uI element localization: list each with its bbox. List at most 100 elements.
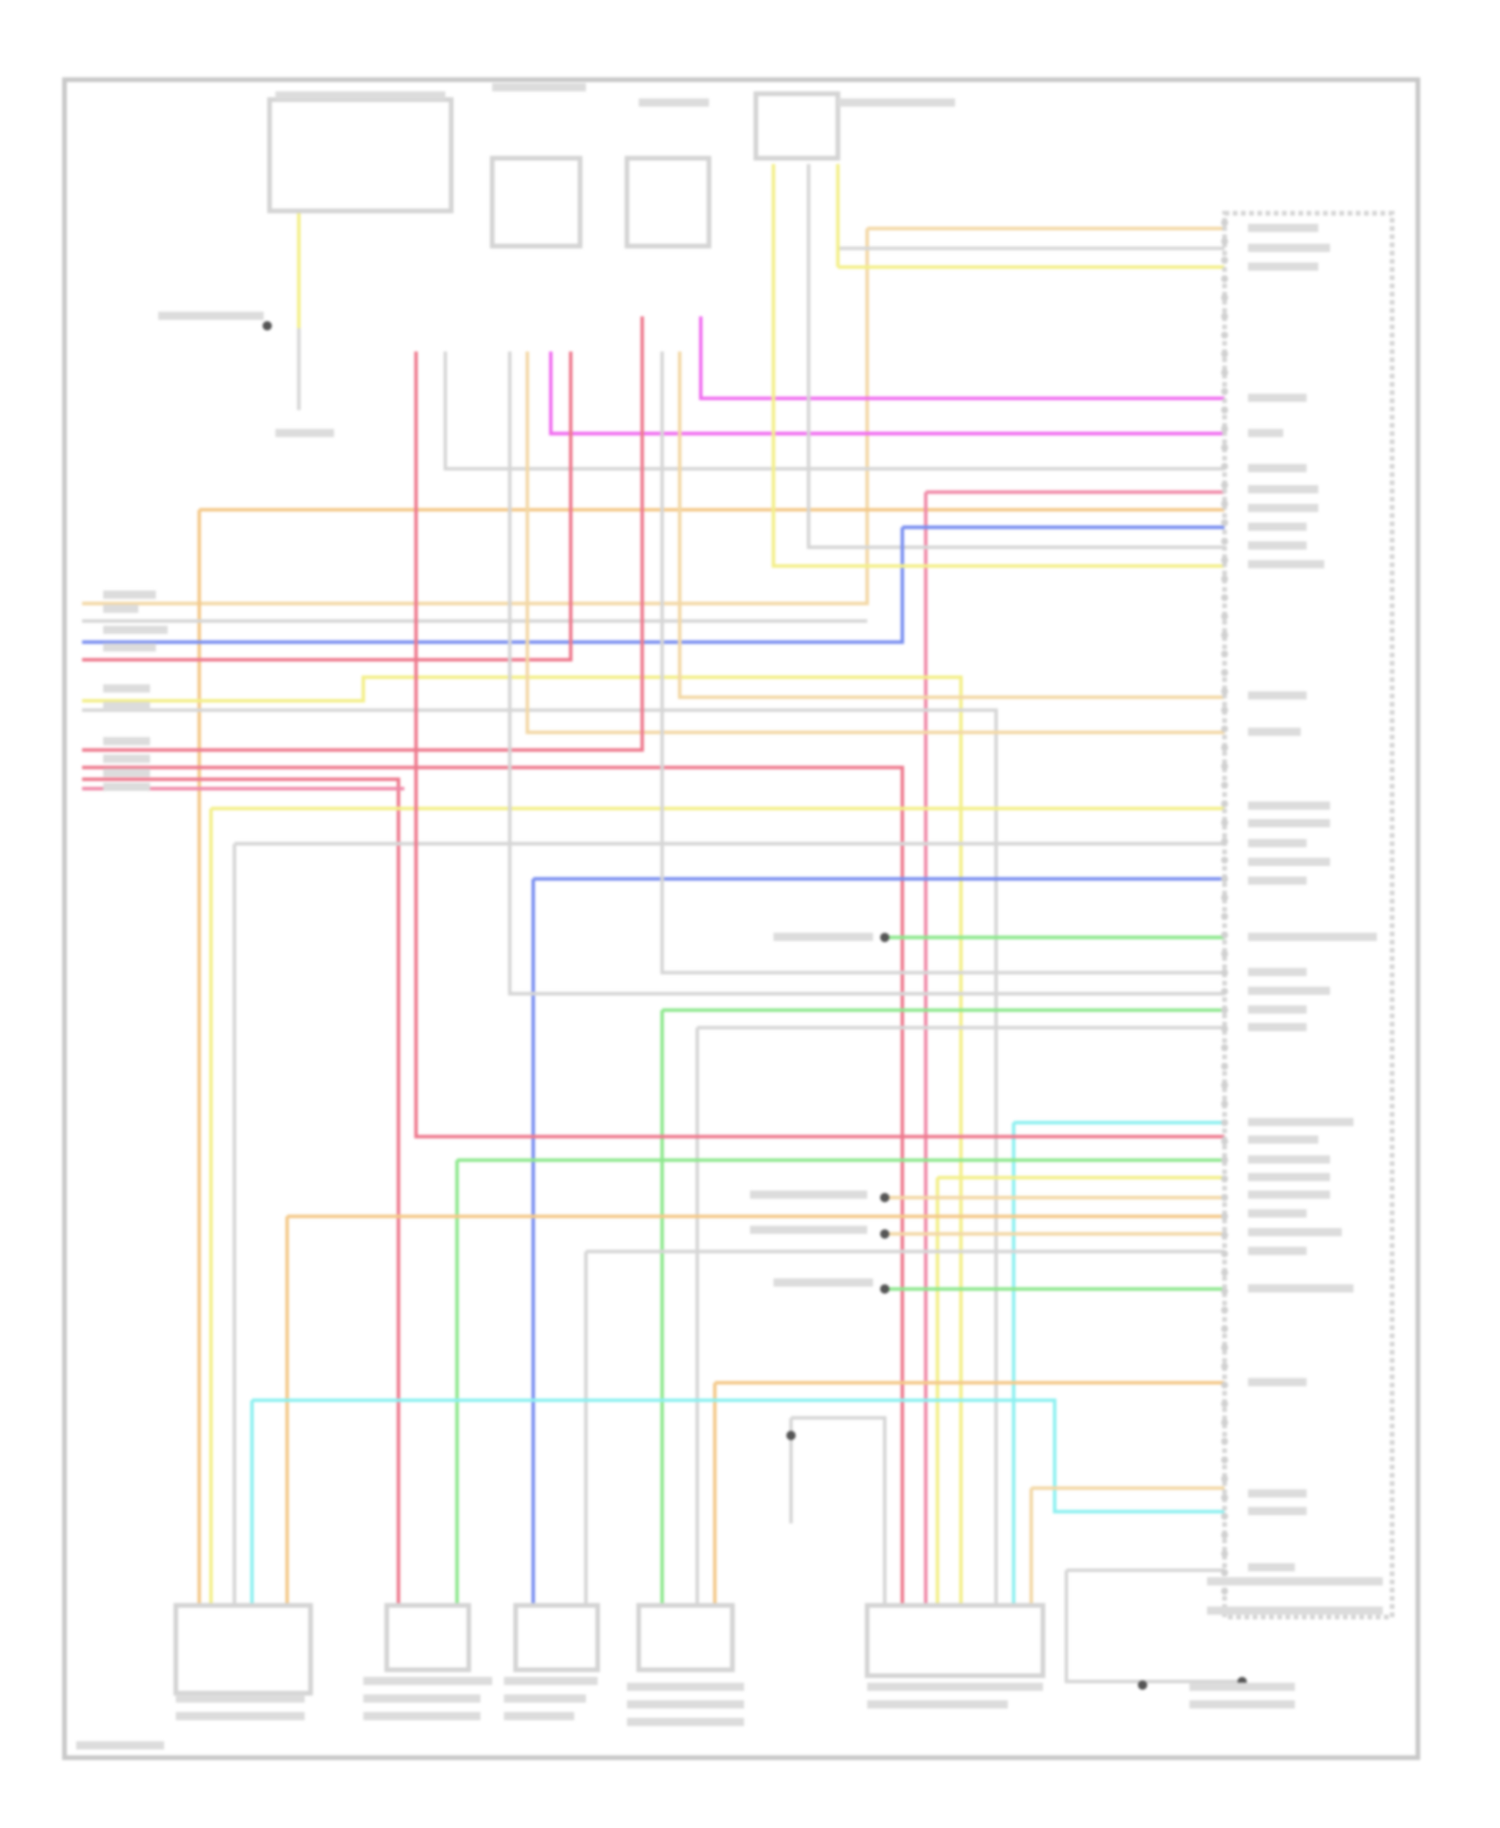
connector-pin [1221,1381,1229,1389]
connector-pin [1221,1137,1229,1145]
connector-pin [1221,781,1229,789]
label-text-blob [1248,1135,1319,1144]
label-text-blob [626,1682,745,1691]
label-text-blob [103,684,151,693]
splice-dot [880,932,890,943]
label-text-blob [1248,819,1331,828]
connector-pin [1221,856,1229,864]
connector-pin [1221,350,1229,358]
connector-pin [1221,669,1229,677]
label-text-blob [103,701,151,711]
connector-pin [1221,912,1229,920]
switch [753,91,841,161]
label-text-blob [275,91,446,100]
label-text-blob [638,98,709,107]
connector-pin [1221,800,1229,808]
wire-yellow [82,675,963,1606]
label-text-blob [1248,262,1319,271]
label-text-blob [275,428,335,438]
connector-pin [1221,1325,1229,1333]
label-text-blob [103,754,151,763]
label-text-blob [363,1694,481,1703]
wire-grey [232,841,1225,1606]
label-text-blob [837,98,956,107]
connector-pin [1221,1006,1229,1014]
connector-pin [1221,1269,1229,1277]
connector-pin [1221,931,1229,939]
wire-red [82,777,401,1606]
connector-pin [1221,481,1229,489]
wire-tan [82,226,1225,606]
connector-pin [1221,1475,1229,1483]
connector-pin [1221,894,1229,902]
wire-green [455,1158,1225,1606]
label-text-blob [103,782,151,791]
label-text-blob [1248,522,1307,531]
label-text-blob [867,1700,1008,1709]
connector-pin [1221,612,1229,620]
solenoid [173,1603,313,1696]
wire-grey [695,1025,1225,1606]
connector-pin [1221,1250,1229,1258]
wire-cyan [1011,1120,1225,1606]
wire-orange [197,507,1225,1606]
label-text-blob [1248,727,1301,736]
label-text-blob [1248,932,1377,941]
connector-pin [1221,219,1229,227]
connector-pin [1221,1287,1229,1295]
connector-pin [1221,594,1229,602]
wire-yellow [935,1175,1225,1606]
connector-pin [1221,1175,1229,1183]
connector-pin [1221,969,1229,977]
label-text-blob [1248,1378,1307,1387]
label-text-blob [1248,986,1331,995]
splice-dot [880,1192,890,1203]
connector-pin [1221,1081,1229,1089]
wire-orange [285,1214,1225,1606]
label-text-blob [103,768,151,777]
label-text-blob [175,1694,305,1703]
connector-pin [1221,237,1229,245]
label-text-blob [773,932,874,941]
label-text-blob [503,1694,586,1703]
wire-red [414,351,1225,1139]
connector-pin [1221,706,1229,714]
label-text-blob [1248,541,1307,550]
label-text-blob [103,737,151,746]
label-text-blob [773,1278,874,1287]
label-text-blob [492,83,586,92]
wire-tan [677,351,1225,699]
connector-pin [1221,1194,1229,1202]
label-text-blob [1248,839,1307,848]
connector-pin [1221,462,1229,470]
label-text-blob [626,1717,745,1727]
label-text-blob [503,1711,575,1721]
splice-dot [880,1284,890,1294]
connector-pin [1221,1025,1229,1033]
wire-tan [525,351,1225,735]
label-text-blob [1248,560,1325,569]
connector-pin [1221,725,1229,733]
label-text-blob [103,643,156,652]
label-text-blob [1248,1489,1307,1498]
connector-pin [1221,406,1229,414]
connector-pin [1221,1569,1229,1577]
label-text-blob [103,604,139,613]
label-text-blob [1248,691,1307,700]
label-text-blob [1248,428,1284,438]
label-text-blob [1248,1563,1295,1572]
control-module [1222,210,1395,1620]
label-text-blob [1207,1577,1383,1586]
connector-pin [1221,275,1229,283]
connector-pin [1221,1456,1229,1464]
label-text-blob [1248,1246,1307,1255]
label-text-blob [1248,1209,1307,1218]
connector-pin [1221,1587,1229,1595]
label-text-blob [503,1676,598,1686]
connector-pin [1221,1212,1229,1220]
wire-grey [584,1249,1225,1606]
connector-pin [1221,987,1229,995]
label-text-blob [1248,393,1307,402]
wires [82,164,1243,1684]
